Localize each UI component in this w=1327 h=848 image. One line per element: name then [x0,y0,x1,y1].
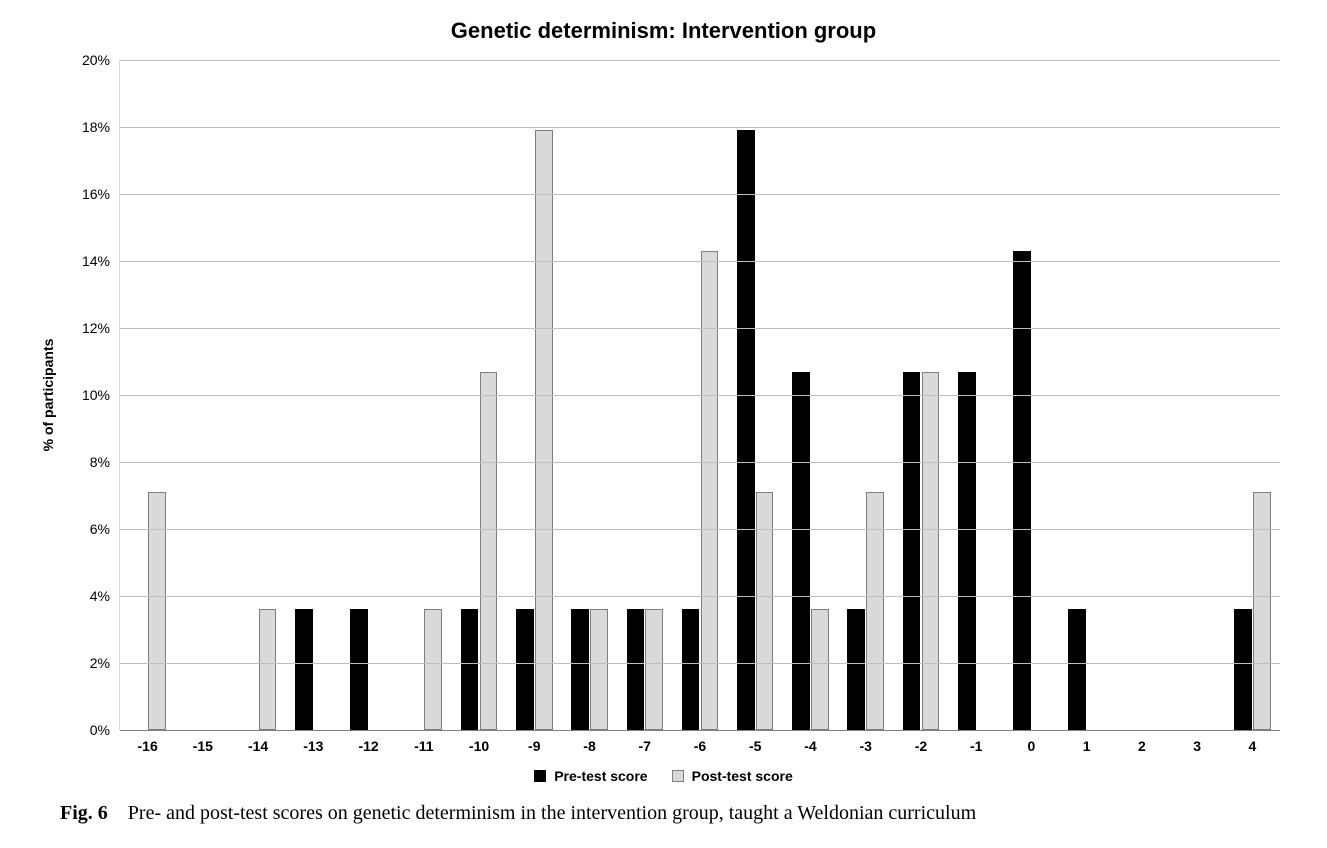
bar [903,372,921,730]
x-tick-label: -7 [639,730,651,754]
bar [645,609,663,730]
x-tick-label: 2 [1138,730,1146,754]
gridline [120,395,1280,396]
x-tick-label: -2 [915,730,927,754]
gridline [120,328,1280,329]
y-tick-label: 0% [90,722,120,738]
bar [627,609,645,730]
bar [811,609,829,730]
page: Genetic determinism: Intervention group … [0,0,1327,848]
bar [295,609,313,730]
bar [259,609,277,730]
bar [701,251,719,730]
gridline [120,60,1280,61]
legend-item: Pre-test score [534,768,647,784]
bar [480,372,498,730]
bar [350,609,368,730]
bar [756,492,774,730]
x-tick-label: -5 [749,730,761,754]
x-tick-label: -6 [694,730,706,754]
x-tick-label: -13 [303,730,323,754]
bar [792,372,810,730]
gridline [120,194,1280,195]
figure-caption-spacer [113,802,123,824]
bar [590,609,608,730]
bar [1234,609,1252,730]
bar [866,492,884,730]
figure-caption-label: Fig. 6 [60,802,108,824]
x-tick-label: 0 [1028,730,1036,754]
y-tick-label: 14% [82,253,120,269]
gridline [120,462,1280,463]
y-tick-label: 2% [90,655,120,671]
plot-area: 0%2%4%6%8%10%12%14%16%18%20%-16-15-14-13… [120,60,1280,730]
bar [516,609,534,730]
x-tick-label: 4 [1248,730,1256,754]
x-tick-label: 1 [1083,730,1091,754]
figure-caption: Fig. 6 Pre- and post-test scores on gene… [60,802,976,825]
y-tick-label: 6% [90,521,120,537]
x-tick-label: -16 [137,730,157,754]
bar [1068,609,1086,730]
bar [682,609,700,730]
y-axis-title: % of participants [40,339,56,452]
x-tick-label: -9 [528,730,540,754]
y-tick-label: 18% [82,119,120,135]
y-tick-label: 8% [90,454,120,470]
bar [958,372,976,730]
legend-label: Pre-test score [554,768,647,784]
gridline [120,261,1280,262]
y-tick-label: 16% [82,186,120,202]
y-tick-label: 4% [90,588,120,604]
bar [1253,492,1271,730]
x-tick-label: -11 [414,730,433,754]
legend: Pre-test score Post-test score [0,768,1327,785]
bar [737,130,755,730]
bar [847,609,865,730]
gridline [120,529,1280,530]
x-tick-label: -10 [469,730,489,754]
bar [148,492,166,730]
gridline [120,596,1280,597]
y-tick-label: 10% [82,387,120,403]
x-tick-label: -4 [804,730,816,754]
y-tick-label: 20% [82,52,120,68]
figure-caption-text: Pre- and post-test scores on genetic det… [128,802,976,824]
bar [1013,251,1031,730]
gridline [120,663,1280,664]
bar [571,609,589,730]
gridline [120,127,1280,128]
x-tick-label: -3 [859,730,871,754]
bar [461,609,479,730]
legend-label: Post-test score [692,768,793,784]
legend-swatch [534,770,546,782]
chart-title: Genetic determinism: Intervention group [0,18,1327,44]
bar [424,609,442,730]
x-tick-label: -1 [970,730,982,754]
x-tick-label: -12 [358,730,378,754]
x-tick-label: -14 [248,730,268,754]
x-tick-label: -15 [193,730,213,754]
x-tick-label: 3 [1193,730,1201,754]
y-tick-label: 12% [82,320,120,336]
bar [535,130,553,730]
bar [922,372,940,730]
x-tick-label: -8 [583,730,595,754]
legend-swatch [672,770,684,782]
legend-item: Post-test score [672,768,793,784]
